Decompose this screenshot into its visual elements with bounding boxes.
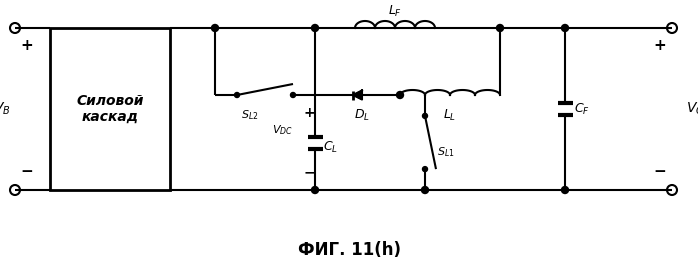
Bar <box>50 28 170 190</box>
Circle shape <box>311 25 318 32</box>
Text: +: + <box>653 39 667 54</box>
Text: $S_{L1}$: $S_{L1}$ <box>437 145 454 159</box>
Circle shape <box>422 113 427 118</box>
Circle shape <box>422 187 429 193</box>
Text: $S_{L2}$: $S_{L2}$ <box>242 108 259 122</box>
Text: $C_F$: $C_F$ <box>574 102 590 117</box>
Text: Силовой
каскад: Силовой каскад <box>76 94 144 124</box>
Text: ФИГ. 11(h): ФИГ. 11(h) <box>297 241 401 259</box>
Text: −: − <box>653 164 667 180</box>
Circle shape <box>396 92 403 98</box>
Text: $V_O$: $V_O$ <box>686 101 698 117</box>
Text: $V_{DC}$: $V_{DC}$ <box>272 124 293 137</box>
Circle shape <box>561 25 568 32</box>
Circle shape <box>422 167 427 171</box>
Text: −: − <box>21 164 34 180</box>
Text: $D_L$: $D_L$ <box>353 108 369 123</box>
Polygon shape <box>353 91 362 99</box>
Circle shape <box>211 25 218 32</box>
Circle shape <box>290 92 295 98</box>
Text: $L_L$: $L_L$ <box>443 108 456 123</box>
Text: +: + <box>21 39 34 54</box>
Text: −: − <box>303 165 315 179</box>
Text: $V_B$: $V_B$ <box>0 101 11 117</box>
Text: $C_L$: $C_L$ <box>323 140 338 155</box>
Circle shape <box>311 187 318 193</box>
Circle shape <box>561 187 568 193</box>
Text: +: + <box>303 106 315 120</box>
Text: $L_F$: $L_F$ <box>388 4 402 19</box>
Circle shape <box>496 25 503 32</box>
Circle shape <box>235 92 239 98</box>
